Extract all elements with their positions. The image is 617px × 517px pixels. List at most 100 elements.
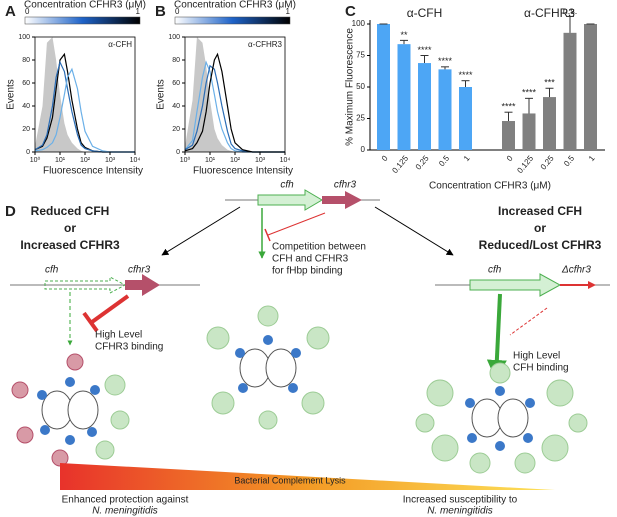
gene-cfhr3 xyxy=(125,274,160,296)
outcome: Increased susceptibility to xyxy=(403,495,518,506)
gene-label: cfh xyxy=(488,265,502,276)
gene-cfh xyxy=(44,276,127,294)
x-tick-label: 0.125 xyxy=(515,153,535,175)
gene-label: cfh xyxy=(45,265,59,276)
x-tick-label: 0.5 xyxy=(562,153,576,168)
x-tick-label: 10² xyxy=(230,157,241,164)
colorbar-min: 0 xyxy=(25,7,30,16)
bar xyxy=(397,44,411,150)
x-tick-label: 0.125 xyxy=(390,153,410,175)
significance: **** xyxy=(438,56,453,66)
panel-label: A xyxy=(5,3,16,20)
x-tick-label: 10¹ xyxy=(55,157,66,164)
title: Increased CFHR3 xyxy=(20,238,120,252)
title: Reduced CFH xyxy=(31,204,110,218)
gene-cfh xyxy=(257,189,323,211)
line xyxy=(184,52,285,153)
annotation: α-CFHR3 xyxy=(248,40,283,49)
panel-label: C xyxy=(345,3,356,20)
y-tick-label: 100 xyxy=(18,34,30,41)
gene-cfh xyxy=(469,273,562,297)
y-axis-label: Events xyxy=(6,79,17,110)
significance: **** xyxy=(501,102,516,112)
significance: **** xyxy=(417,45,432,55)
note: High Level xyxy=(513,351,560,362)
colorbar-max: 1 xyxy=(136,7,141,16)
x-tick-label: 0.25 xyxy=(414,153,431,171)
y-tick-label: 60 xyxy=(22,80,30,87)
bar xyxy=(459,87,472,150)
x-tick-label: 10³ xyxy=(105,157,116,164)
x-tick-label: 0.5 xyxy=(437,153,451,168)
y-tick-label: 20 xyxy=(22,126,30,133)
bar xyxy=(502,121,515,150)
bar xyxy=(563,32,577,150)
inhibit-bar xyxy=(82,311,99,333)
group-title: α-CFHR3 xyxy=(524,6,575,20)
line xyxy=(34,67,135,153)
panel-label: D xyxy=(5,203,16,220)
title: or xyxy=(64,221,76,235)
x-tick-label: 1 xyxy=(587,153,597,163)
significance: n.s. xyxy=(563,6,578,16)
y-tick-label: 0 xyxy=(361,145,366,154)
note: for fHbp binding xyxy=(272,266,343,277)
bar xyxy=(522,113,536,150)
y-tick-label: 100 xyxy=(168,34,180,41)
gene-label: cfhr3 xyxy=(128,265,151,276)
x-axis-label: Concentration CFHR3 (μM) xyxy=(429,181,551,192)
y-axis-label: % Maximum Fluorescence xyxy=(345,28,356,146)
inhibit xyxy=(267,212,326,236)
outcome: N. meningitidis xyxy=(92,506,158,517)
title: Reduced/Lost CFHR3 xyxy=(479,238,602,252)
x-tick-label: 10² xyxy=(80,157,91,164)
x-tick-label: 10⁴ xyxy=(130,157,141,164)
x-tick-label: 10¹ xyxy=(205,157,216,164)
lysis-gradient xyxy=(60,463,555,490)
colorbar xyxy=(24,16,141,25)
note: CFH binding xyxy=(513,363,569,374)
bar xyxy=(377,24,390,150)
bacterium-center xyxy=(206,305,330,430)
group-title: α-CFH xyxy=(407,6,443,20)
y-tick-label: 80 xyxy=(22,57,30,64)
arrow xyxy=(374,206,454,256)
x-tick-label: 10⁰ xyxy=(30,156,41,164)
x-tick-label: 0 xyxy=(380,153,390,163)
area xyxy=(35,37,135,152)
colorbar xyxy=(174,16,291,25)
note: High Level xyxy=(95,330,142,341)
area xyxy=(185,37,285,152)
y-tick-label: 0 xyxy=(176,149,180,156)
y-axis-label: Events xyxy=(156,79,167,110)
gene-label: cfhr3 xyxy=(334,180,357,191)
colorbar-title: Concentration CFHR3 (μM) xyxy=(174,0,296,11)
bacterium-left xyxy=(11,353,130,467)
x-tick-label: 10⁴ xyxy=(280,157,291,164)
significance: *** xyxy=(544,78,555,88)
gene-cfhr3 xyxy=(322,191,362,209)
note: Competition between xyxy=(272,242,366,253)
y-tick-label: 80 xyxy=(172,57,180,64)
annotation: α-CFH xyxy=(108,40,132,49)
x-tick-label: 0 xyxy=(505,153,515,163)
title: Increased CFH xyxy=(498,204,582,218)
gene-label: Δcfhr3 xyxy=(561,265,591,276)
colorbar-title: Concentration CFHR3 (μM) xyxy=(24,0,146,11)
line xyxy=(34,60,135,153)
x-tick-label: 1 xyxy=(462,153,472,163)
title: or xyxy=(534,221,546,235)
panel-d: D Reduced CFH or Increased CFHR3 Increas… xyxy=(5,180,610,517)
y-tick-label: 100 xyxy=(352,19,366,28)
colorbar-max: 1 xyxy=(286,7,291,16)
y-tick-label: 40 xyxy=(22,103,30,110)
significance: **** xyxy=(458,70,473,80)
inhibit xyxy=(509,307,548,336)
inhibit xyxy=(90,294,130,324)
x-tick-label: 0.25 xyxy=(539,153,556,171)
panel-label: B xyxy=(155,3,166,20)
gene-label: cfh xyxy=(280,180,294,191)
lysis-label: Bacterial Complement Lysis xyxy=(234,475,346,485)
y-tick-label: 20 xyxy=(172,126,180,133)
